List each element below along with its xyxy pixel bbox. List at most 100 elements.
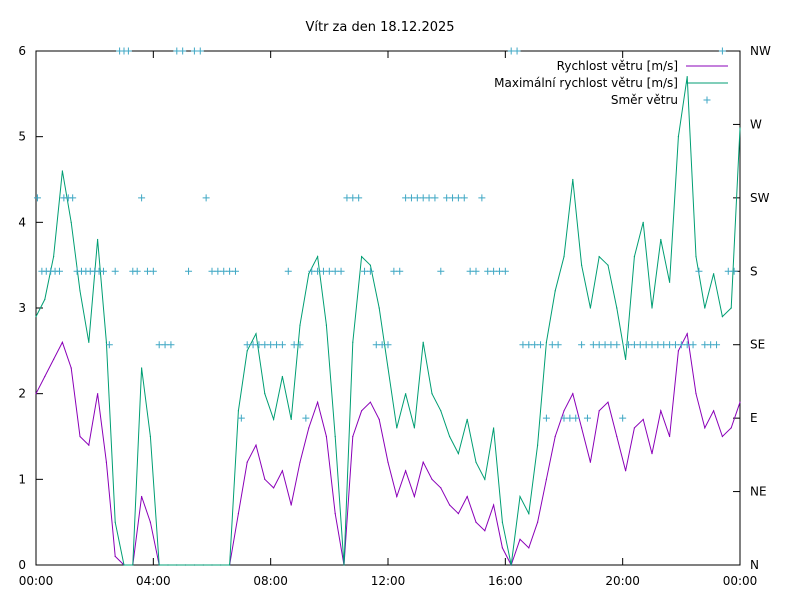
data-point (598, 410, 600, 412)
data-point (255, 444, 257, 446)
direction-point (513, 47, 521, 55)
data-point (149, 435, 151, 438)
data-point (528, 513, 530, 515)
data-point (475, 461, 477, 463)
data-point (616, 307, 618, 309)
data-point (387, 367, 389, 369)
direction-point (689, 341, 697, 349)
direction-point (566, 414, 574, 422)
direction-point (290, 341, 298, 349)
direction-point (601, 341, 609, 349)
data-point (378, 418, 380, 420)
data-point (53, 256, 55, 258)
data-point (405, 470, 407, 472)
data-point (633, 256, 636, 258)
direction-point (666, 341, 674, 349)
data-point (493, 504, 495, 506)
data-point (325, 435, 327, 438)
data-point (642, 221, 644, 223)
plot-area (33, 47, 741, 567)
data-point (466, 418, 468, 420)
data-point (158, 564, 160, 566)
data-point (220, 564, 222, 566)
direction-point (133, 267, 141, 275)
data-point (440, 487, 442, 489)
direction-point (636, 341, 644, 349)
data-point (88, 341, 90, 343)
direction-point (519, 341, 527, 349)
data-point (616, 435, 618, 438)
direction-point (648, 341, 656, 349)
data-point (563, 256, 565, 258)
data-point (475, 521, 477, 523)
direction-point (190, 47, 198, 55)
data-point (334, 435, 336, 438)
y-tick-label: 2 (18, 387, 26, 401)
data-point (255, 333, 257, 335)
direction-point (208, 267, 216, 275)
y2-tick-label: NW (750, 44, 771, 58)
data-point (44, 298, 46, 301)
direction-point (460, 194, 468, 202)
data-point (537, 521, 539, 523)
direction-point (701, 341, 709, 349)
data-point (642, 418, 644, 420)
data-point (721, 315, 724, 318)
data-point (53, 358, 55, 360)
data-point (281, 375, 283, 378)
data-point (528, 547, 530, 549)
data-point (211, 564, 213, 566)
direction-point (531, 341, 539, 349)
direction-point (378, 341, 386, 349)
data-point (88, 444, 90, 446)
data-point (607, 264, 609, 266)
data-point (352, 341, 354, 343)
data-point (70, 221, 72, 223)
data-point (484, 478, 486, 480)
legend: Rychlost větru [m/s] Maximální rychlost v… (494, 59, 728, 107)
data-point (422, 341, 424, 343)
data-point (193, 564, 195, 566)
direction-point (302, 414, 310, 422)
direction-point (713, 341, 721, 349)
data-point (396, 495, 398, 498)
legend-label: Rychlost větru [m/s] (557, 59, 678, 73)
data-point (299, 461, 301, 463)
direction-point (384, 341, 392, 349)
data-point (660, 238, 662, 241)
direction-point (419, 194, 427, 202)
y2-tick-label: SW (750, 191, 770, 205)
direction-point (161, 341, 169, 349)
direction-point (437, 267, 445, 275)
y-tick-label: 1 (18, 472, 26, 486)
data-point (633, 427, 636, 429)
direction-point (111, 267, 119, 275)
y2-tick-label: N (750, 558, 759, 572)
direction-point (671, 341, 679, 349)
data-point (563, 410, 565, 412)
direction-point (402, 194, 410, 202)
data-point (581, 427, 583, 429)
data-point (651, 453, 653, 455)
direction-point (314, 267, 322, 275)
data-point (581, 264, 583, 266)
data-point (695, 256, 697, 258)
data-point (61, 341, 64, 343)
data-point (501, 547, 503, 549)
data-point (290, 504, 292, 506)
data-point (545, 478, 548, 480)
direction-point (472, 267, 480, 275)
direction-point (683, 341, 691, 349)
data-point (369, 264, 371, 266)
direction-point (349, 194, 357, 202)
direction-point (149, 267, 157, 275)
data-point (237, 410, 239, 412)
data-point (484, 530, 486, 532)
data-point (79, 435, 81, 438)
direction-point (331, 267, 339, 275)
direction-point (537, 341, 545, 349)
data-point (44, 375, 46, 378)
chart-title: Vítr za den 18.12.2025 (305, 20, 454, 35)
data-point (457, 513, 459, 515)
x-tick-label: 12:00 (371, 574, 406, 588)
